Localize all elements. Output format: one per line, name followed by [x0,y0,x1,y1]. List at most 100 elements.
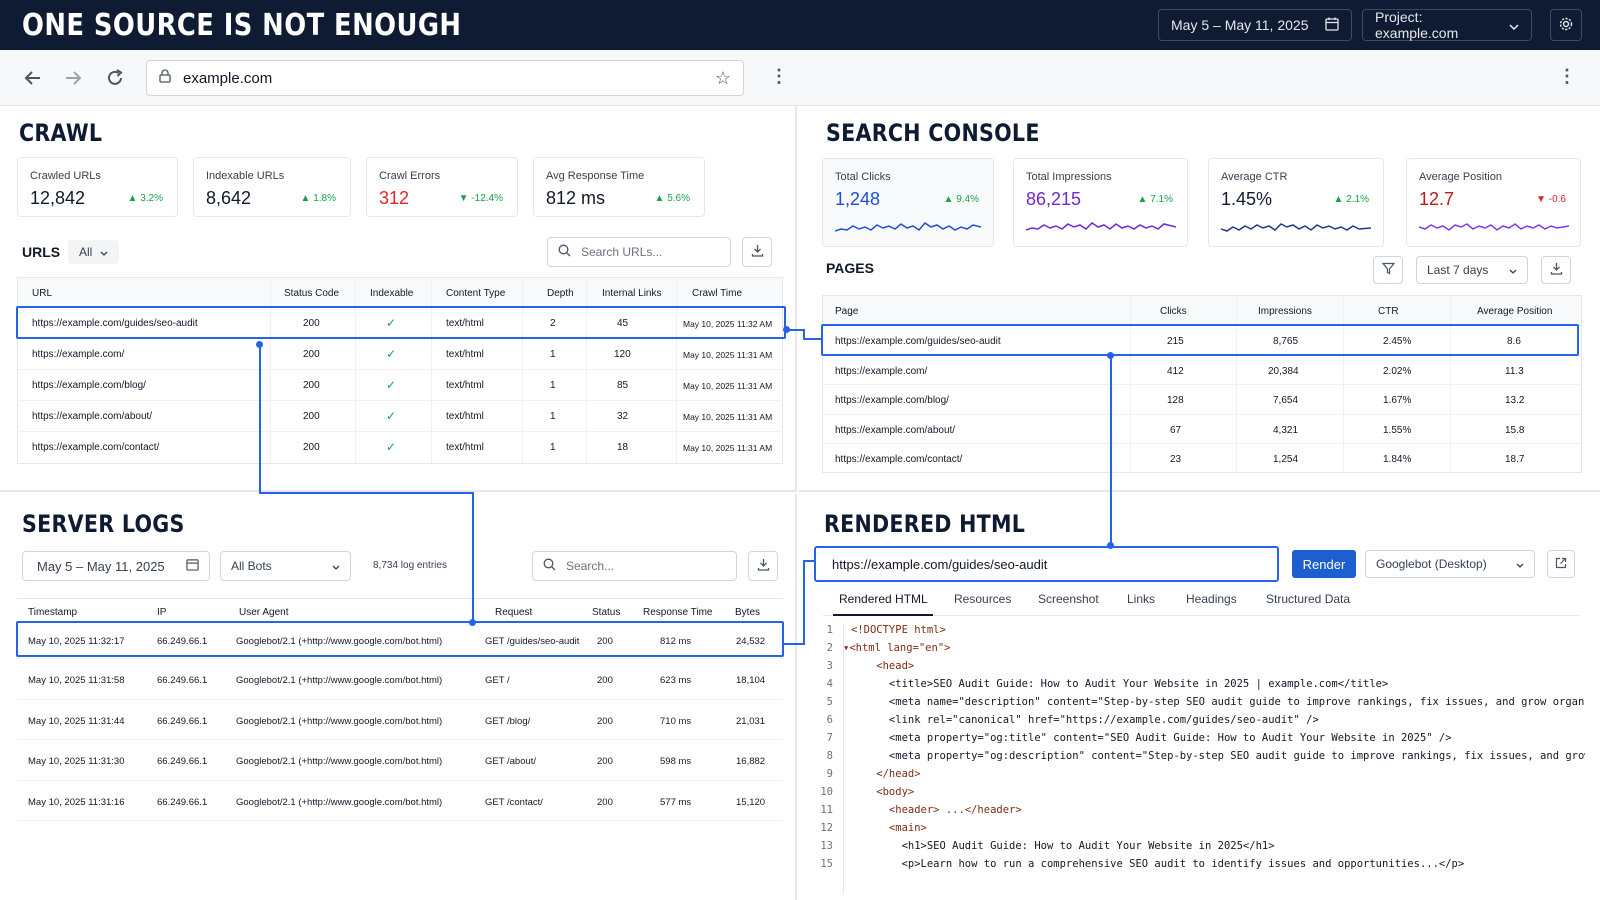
tab-rendered-html[interactable]: Rendered HTML [839,592,928,606]
urls-filter-dropdown[interactable]: All [68,240,119,264]
render-button[interactable]: Render [1292,550,1356,578]
date-range-dropdown[interactable]: Last 7 days [1416,256,1528,284]
external-link-icon [1555,556,1567,572]
code-line: 13 <h1>SEO Audit Guide: How to Audit You… [815,840,1585,858]
ip-cell: 66.249.66.1 [157,636,208,647]
crawl-panel: CRAWL Crawled URLs 12,842 ▲ 3.2% Indexab… [0,106,797,492]
kpi-card: Indexable URLs 8,642 ▲ 1.8% [193,157,351,217]
more-options-icon[interactable]: ⋮ [770,66,788,86]
download-button[interactable] [1541,256,1571,284]
kpi-card: Crawled URLs 12,842 ▲ 3.2% [17,157,178,217]
user-agent-cell: Googlebot/2.1 (+http://www.google.com/bo… [236,797,443,808]
tab-links[interactable]: Links [1127,592,1156,606]
table-row[interactable]: https://example.com/ 412 20,384 2.02% 11… [823,356,1581,385]
bytes-cell: 24,532 [736,636,766,647]
table-row[interactable]: https://example.com/ 200 ✓ text/html 1 1… [18,339,782,370]
clicks-sparkline [835,222,981,232]
table-row[interactable]: May 10, 2025 11:32:17 66.249.66.1 Google… [17,623,783,659]
address-bar[interactable]: example.com ☆ [146,60,744,96]
table-row[interactable]: https://example.com/contact/ 200 ✓ text/… [18,432,782,463]
ip-cell: 66.249.66.1 [157,716,208,727]
code-text: <header> ...</header> [851,804,1022,816]
depth-cell: 1 [550,442,556,453]
crawl-time-cell: May 10, 2025 11:31 AM [683,443,773,453]
table-row[interactable]: May 10, 2025 11:31:16 66.249.66.1 Google… [17,781,783,821]
bots-dropdown[interactable]: All Bots [220,551,351,581]
crawl-time-cell: May 10, 2025 11:31 AM [683,350,773,360]
code-text: <meta property="og:description" content=… [851,750,1585,762]
impressions-cell: 1,254 [1273,454,1299,465]
tab-resources[interactable]: Resources [954,592,1012,606]
tab-structured-data[interactable]: Structured Data [1266,592,1351,606]
user-agent-cell: Googlebot/2.1 (+http://www.google.com/bo… [236,636,443,647]
kpi-delta: ▲ 3.2% [127,193,163,204]
bookmark-star-icon[interactable]: ☆ [714,67,731,88]
filter-button[interactable] [1373,256,1403,284]
timestamp-cell: May 10, 2025 11:31:58 [28,675,125,686]
position-cell: 18.7 [1505,454,1525,465]
project-selector[interactable]: Project: example.com [1362,9,1532,41]
line-number: 5 [826,696,833,708]
download-button[interactable] [748,551,778,581]
content-type-cell: text/html [446,349,484,360]
download-icon [757,558,770,574]
logs-search-input[interactable]: Search... [532,551,737,581]
download-button[interactable] [742,237,772,267]
user-agent-cell: Googlebot/2.1 (+http://www.google.com/bo… [236,716,443,727]
line-number: 13 [820,840,833,852]
code-text: <p>Learn how to run a comprehensive SEO … [851,858,1465,870]
search-console-title: SEARCH CONSOLE [826,119,1040,147]
table-row[interactable]: https://example.com/blog/ 128 7,654 1.67… [823,385,1581,415]
kpi-delta: ▲ 1.8% [300,193,336,204]
kpi-label: Total Clicks [835,171,891,183]
kpi-value: 1.45% [1221,189,1273,209]
user-agent-cell: Googlebot/2.1 (+http://www.google.com/bo… [236,675,443,686]
line-number: 1 [826,624,833,636]
chevron-down-icon [332,559,340,573]
table-header: Page Clicks Impressions CTR Average Posi… [823,296,1581,326]
table-row[interactable]: https://example.com/contact/ 23 1,254 1.… [823,444,1581,473]
status-cell: 200 [597,636,613,647]
table-row[interactable]: May 10, 2025 11:31:44 66.249.66.1 Google… [17,700,783,740]
render-url-input[interactable]: https://example.com/guides/seo-audit [814,546,1279,582]
column-header: Bytes [735,607,761,618]
impressions-cell: 7,654 [1273,395,1299,406]
logs-date-picker[interactable]: May 5 – May 11, 2025 [22,551,210,581]
code-line: 10 <body> [815,786,1585,804]
request-cell: GET /guides/seo-audit [485,636,580,647]
tab-screenshot[interactable]: Screenshot [1038,592,1099,606]
ip-cell: 66.249.66.1 [157,675,208,686]
browser-menu-icon[interactable]: ⋮ [1558,66,1576,86]
tab-headings[interactable]: Headings [1186,592,1237,606]
table-row[interactable]: May 10, 2025 11:31:30 66.249.66.1 Google… [17,740,783,781]
status-cell: 200 [303,411,320,422]
settings-button[interactable] [1550,9,1582,41]
clicks-cell: 412 [1167,366,1184,377]
kpi-value: 12.7 [1419,189,1455,209]
request-cell: GET /blog/ [485,716,531,727]
reload-icon[interactable] [104,68,126,90]
search-urls-input[interactable]: Search URLs... [547,237,731,267]
user-agent-dropdown[interactable]: Googlebot (Desktop) [1365,550,1535,578]
table-row[interactable]: https://example.com/about/ 200 ✓ text/ht… [18,401,782,432]
code-text: </head> [851,768,921,780]
date-range-picker[interactable]: May 5 – May 11, 2025 [1158,9,1352,41]
table-row[interactable]: May 10, 2025 11:31:58 66.249.66.1 Google… [17,659,783,700]
ctr-cell: 1.67% [1383,395,1412,406]
links-cell: 18 [617,442,629,453]
kpi-card: Crawl Errors 312 ▼ -12.4% [366,157,518,217]
links-cell: 85 [617,380,629,391]
kpi-value: 12,842 [30,188,86,208]
depth-cell: 1 [550,411,556,422]
highlight-row [16,621,784,657]
table-row[interactable]: https://example.com/blog/ 200 ✓ text/htm… [18,370,782,401]
bytes-cell: 18,104 [736,675,766,686]
open-external-button[interactable] [1547,550,1575,578]
forward-arrow-icon[interactable] [62,68,84,90]
column-header: CTR [1378,306,1399,317]
crawl-time-cell: May 10, 2025 11:32 AM [683,319,773,329]
timestamp-cell: May 10, 2025 11:31:16 [28,797,125,808]
timestamp-cell: May 10, 2025 11:32:17 [28,636,125,647]
table-row[interactable]: https://example.com/about/ 67 4,321 1.55… [823,415,1581,444]
back-arrow-icon[interactable] [22,68,44,90]
